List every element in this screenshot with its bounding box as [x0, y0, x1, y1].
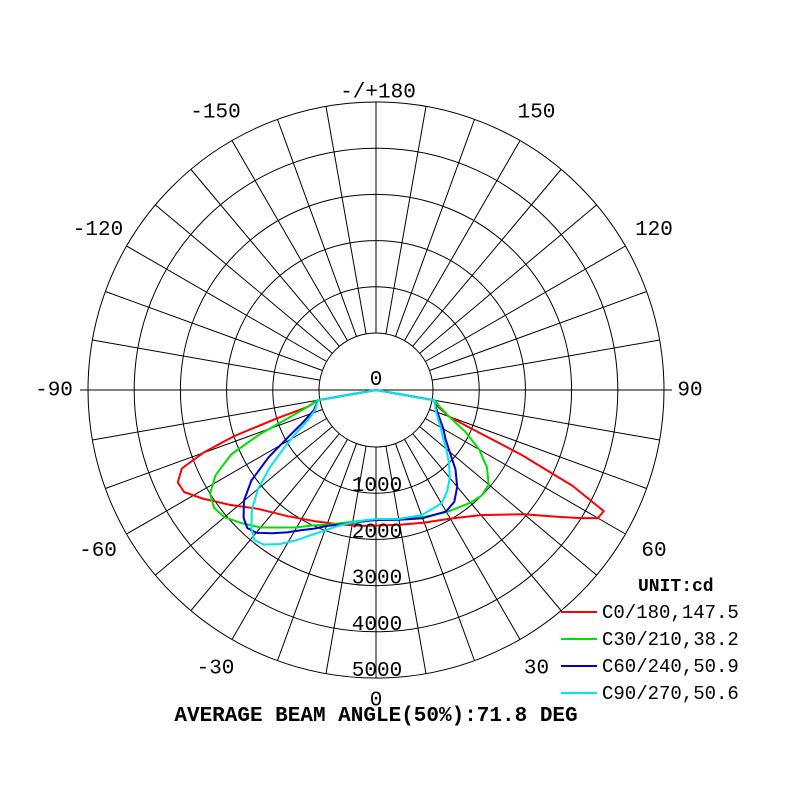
angle-label: 90 [677, 380, 702, 403]
grid-spoke [105, 291, 323, 371]
grid-spoke [395, 443, 475, 661]
angle-label: -/+180 [340, 82, 416, 105]
grid-spoke [395, 119, 475, 337]
series-curve [242, 389, 459, 535]
grid-spoke [126, 245, 327, 362]
grid-spoke [231, 140, 348, 341]
polar-grid [80, 101, 672, 679]
grid-spoke [404, 439, 521, 640]
grid-spoke [412, 169, 562, 347]
grid-spoke [325, 106, 367, 334]
radial-tick-label: 0 [370, 369, 383, 392]
grid-spoke [231, 439, 348, 640]
grid-spoke [419, 204, 597, 354]
grid-spoke [105, 409, 323, 489]
grid-spoke [277, 119, 357, 337]
radial-tick-label: 1000 [352, 475, 402, 498]
grid-spoke [385, 446, 427, 674]
grid-spoke [404, 140, 521, 341]
grid-spoke [385, 106, 427, 334]
legend-items: C0/180,147.5 C30/210,38.2 C60/240,50.9 C90/… [561, 602, 739, 705]
angle-label: 60 [641, 540, 666, 563]
intensity-curves [176, 389, 605, 546]
angle-label: -150 [190, 102, 240, 125]
grid-spoke [429, 409, 647, 489]
angle-label: -90 [35, 380, 73, 403]
grid-spoke [325, 446, 367, 674]
grid-spoke [432, 339, 660, 381]
angle-label: 150 [518, 102, 556, 125]
angle-label: -120 [73, 219, 123, 242]
grid-spoke [92, 339, 320, 381]
grid-spoke [432, 399, 660, 441]
unit-label: UNIT:cd [638, 577, 714, 597]
series-curve [209, 389, 490, 529]
series-curve [176, 389, 605, 527]
angle-label: -60 [79, 540, 117, 563]
grid-spoke [92, 399, 320, 441]
legend-entry: C0/180,147.5 [602, 602, 739, 624]
radial-tick-labels: 0 1000 2000 3000 4000 5000 [352, 369, 402, 683]
grid-spoke [429, 291, 647, 371]
angle-label: 30 [524, 658, 549, 681]
angle-label: 0 [370, 690, 383, 713]
grid-spoke [412, 433, 562, 611]
grid-spoke [425, 418, 626, 535]
grid-spoke [190, 169, 340, 347]
grid-spoke [190, 433, 340, 611]
legend-entry: C60/240,50.9 [602, 656, 739, 678]
radial-tick-label: 2000 [352, 521, 402, 544]
legend-entry: C30/210,38.2 [602, 629, 739, 651]
angle-labels: -/+180 -150 150 -120 120 -90 90 -60 60 -30 30 0 [35, 82, 703, 713]
chart-title: AVERAGE BEAM ANGLE(50%):71.8 DEG [174, 705, 577, 728]
legend-entry: C90/270,50.6 [602, 683, 739, 705]
grid-spoke [277, 443, 357, 661]
series-curve [250, 389, 451, 546]
radial-tick-label: 3000 [352, 568, 402, 591]
angle-label: -30 [197, 658, 235, 681]
angle-label: 120 [635, 219, 673, 242]
radial-tick-label: 4000 [352, 614, 402, 637]
grid-spoke [155, 204, 333, 354]
radial-tick-label: 5000 [352, 660, 402, 683]
grid-spoke [425, 245, 626, 362]
legend: UNIT:cd C0/180,147.5 C30/210,38.2 C60/240,… [561, 577, 739, 705]
